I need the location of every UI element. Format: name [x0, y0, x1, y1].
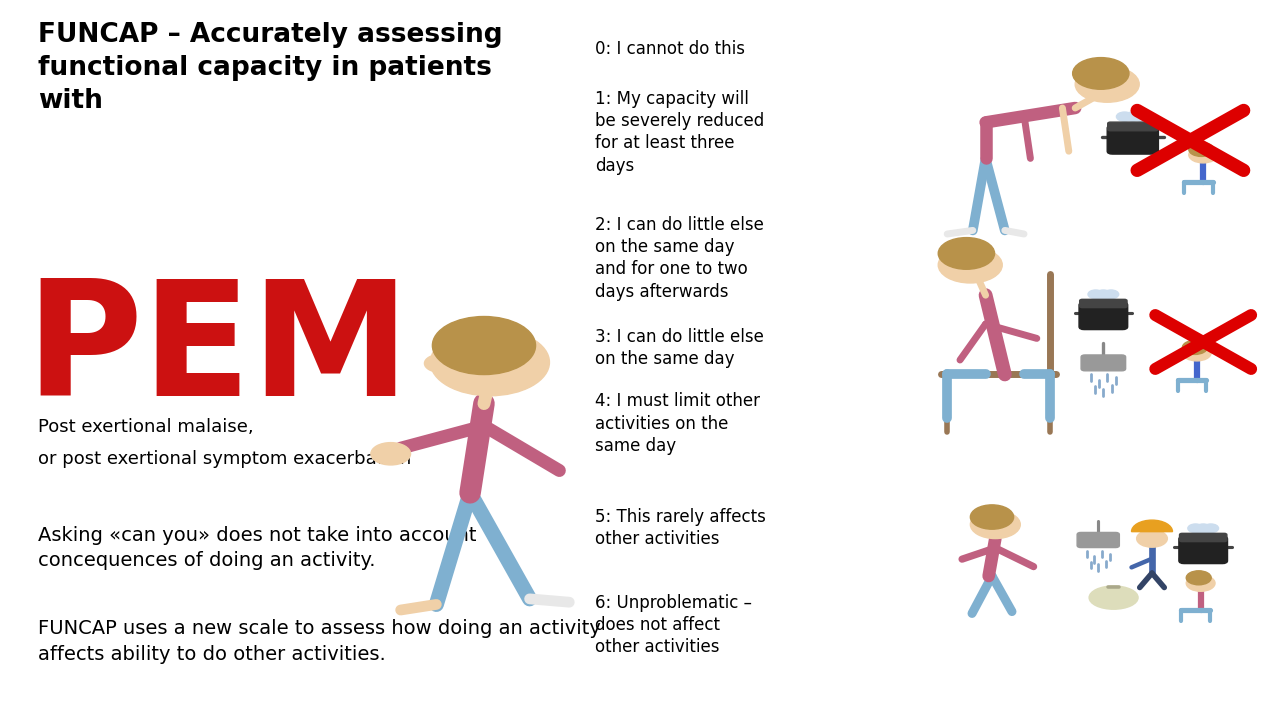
FancyBboxPatch shape — [1107, 122, 1158, 131]
FancyBboxPatch shape — [1180, 534, 1228, 541]
Text: 5: This rarely affects
other activities: 5: This rarely affects other activities — [595, 508, 765, 548]
Circle shape — [1187, 575, 1215, 591]
FancyBboxPatch shape — [1080, 300, 1128, 307]
Circle shape — [970, 505, 1014, 529]
Text: FUNCAP uses a new scale to assess how doing an activity
affects ability to do ot: FUNCAP uses a new scale to assess how do… — [38, 619, 602, 664]
Circle shape — [938, 238, 995, 269]
Circle shape — [1133, 112, 1149, 121]
Text: or post exertional symptom exacerbation: or post exertional symptom exacerbation — [38, 450, 412, 468]
FancyBboxPatch shape — [1179, 536, 1228, 564]
Circle shape — [1075, 66, 1139, 102]
Circle shape — [1183, 341, 1207, 354]
Text: 2: I can do little else
on the same day
and for one to two
days afterwards: 2: I can do little else on the same day … — [595, 216, 764, 301]
Circle shape — [1189, 147, 1217, 163]
Text: 3: I can do little else
on the same day: 3: I can do little else on the same day — [595, 328, 764, 368]
Text: PEM: PEM — [26, 274, 411, 428]
Circle shape — [1187, 571, 1211, 585]
FancyBboxPatch shape — [1078, 533, 1120, 548]
Circle shape — [1096, 290, 1111, 299]
Circle shape — [938, 247, 1002, 283]
Circle shape — [1203, 524, 1219, 533]
Text: Asking «can you» does not take into account
concequences of doing an activity.: Asking «can you» does not take into acco… — [38, 526, 477, 570]
Text: 4: I must limit other
activities on the
same day: 4: I must limit other activities on the … — [595, 392, 760, 455]
FancyBboxPatch shape — [1082, 355, 1125, 371]
Text: FUNCAP – Accurately assessing
functional capacity in patients
with: FUNCAP – Accurately assessing functional… — [38, 22, 503, 114]
FancyBboxPatch shape — [1079, 302, 1128, 330]
Circle shape — [433, 317, 535, 374]
Ellipse shape — [1089, 586, 1138, 609]
Circle shape — [425, 354, 456, 372]
Circle shape — [970, 510, 1020, 539]
Text: 0: I cannot do this: 0: I cannot do this — [595, 40, 745, 58]
Circle shape — [371, 443, 411, 465]
Circle shape — [1103, 290, 1119, 299]
Circle shape — [1196, 524, 1211, 533]
Circle shape — [1088, 290, 1103, 299]
Text: Post exertional malaise,: Post exertional malaise, — [38, 418, 253, 436]
Circle shape — [1125, 112, 1140, 121]
FancyBboxPatch shape — [1107, 125, 1158, 154]
Circle shape — [1188, 524, 1203, 533]
Text: 1: My capacity will
be severely reduced
for at least three
days: 1: My capacity will be severely reduced … — [595, 90, 764, 175]
Circle shape — [1073, 58, 1129, 89]
Circle shape — [1137, 530, 1167, 547]
Circle shape — [1189, 143, 1213, 156]
Text: 6: Unproblematic –
does not affect
other activities: 6: Unproblematic – does not affect other… — [595, 594, 753, 657]
Wedge shape — [1132, 520, 1172, 531]
Circle shape — [430, 329, 549, 396]
Circle shape — [1116, 112, 1133, 121]
Circle shape — [1183, 345, 1211, 361]
